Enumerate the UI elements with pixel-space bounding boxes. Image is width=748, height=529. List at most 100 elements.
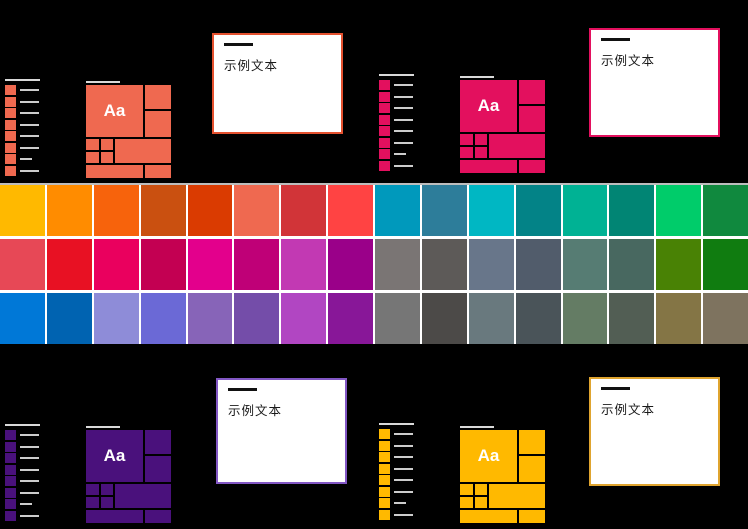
- list-item-swatch: [5, 85, 16, 95]
- accent-color-swatch[interactable]: [140, 293, 186, 344]
- accent-color-swatch[interactable]: [0, 293, 45, 344]
- accent-color-swatch[interactable]: [234, 239, 280, 290]
- list-item-swatch: [5, 441, 16, 452]
- tile-aa-label: Aa: [103, 446, 126, 465]
- accent-color-swatch[interactable]: [140, 239, 186, 290]
- list-header-line: [5, 424, 40, 426]
- window-sample-text: 示例文本: [601, 54, 656, 68]
- list-item-line: [20, 146, 39, 149]
- accent-color-swatch[interactable]: [515, 293, 561, 344]
- list-item-line: [394, 513, 413, 516]
- tile-large-aa: Aa: [460, 80, 517, 132]
- accent-color-swatch[interactable]: [468, 293, 514, 344]
- theme-list-preview[interactable]: [379, 423, 414, 521]
- accent-color-swatch[interactable]: [281, 239, 327, 290]
- accent-color-swatch[interactable]: [609, 293, 655, 344]
- list-item-line: [20, 135, 39, 137]
- list-item-swatch: [379, 498, 390, 508]
- theme-list-preview[interactable]: [379, 74, 414, 172]
- theme-list-preview[interactable]: [5, 424, 40, 522]
- list-item-line: [394, 456, 413, 458]
- accent-color-swatch[interactable]: [609, 239, 655, 290]
- list-item-line: [20, 112, 39, 114]
- tile-small-2: [475, 484, 487, 495]
- accent-color-swatch[interactable]: [375, 185, 420, 236]
- accent-color-swatch[interactable]: [93, 293, 139, 344]
- accent-color-swatch[interactable]: [562, 239, 608, 290]
- accent-color-swatch[interactable]: [562, 293, 608, 344]
- theme-tiles-preview[interactable]: Aa: [86, 81, 171, 178]
- theme-tiles-preview[interactable]: Aa: [86, 426, 171, 523]
- list-row: [379, 103, 414, 113]
- tiles-header-line: [460, 76, 494, 78]
- accent-color-swatch[interactable]: [187, 293, 233, 344]
- theme-window-preview[interactable]: 示例文本: [216, 378, 347, 484]
- list-row: [379, 452, 414, 462]
- accent-color-palette: [0, 183, 748, 344]
- accent-color-swatch[interactable]: [140, 185, 186, 236]
- list-row: [379, 149, 414, 159]
- accent-color-swatch[interactable]: [515, 239, 561, 290]
- accent-color-swatch[interactable]: [0, 185, 45, 236]
- accent-color-swatch[interactable]: [234, 293, 280, 344]
- list-item-swatch: [5, 154, 16, 164]
- list-item-swatch: [379, 486, 390, 497]
- tiles-grid: Aa: [460, 80, 545, 173]
- accent-color-swatch[interactable]: [281, 293, 327, 344]
- accent-color-swatch[interactable]: [468, 185, 514, 236]
- accent-color-swatch[interactable]: [328, 239, 373, 290]
- accent-color-swatch[interactable]: [234, 185, 280, 236]
- accent-color-swatch[interactable]: [515, 185, 561, 236]
- accent-color-swatch[interactable]: [375, 239, 420, 290]
- list-item-swatch: [379, 137, 390, 148]
- theme-window-preview[interactable]: 示例文本: [589, 377, 720, 486]
- list-item-line: [20, 480, 39, 482]
- theme-tiles-preview[interactable]: Aa: [460, 426, 545, 523]
- tile-right-top: [519, 80, 545, 104]
- list-item-line: [394, 118, 413, 121]
- accent-color-swatch[interactable]: [656, 239, 702, 290]
- list-item-swatch: [379, 103, 390, 113]
- accent-color-swatch[interactable]: [0, 239, 45, 290]
- accent-color-swatch[interactable]: [562, 185, 608, 236]
- list-header-line: [379, 423, 414, 425]
- list-item-line: [20, 434, 39, 436]
- list-item-line: [20, 445, 39, 448]
- accent-color-swatch[interactable]: [421, 239, 467, 290]
- list-item-line: [20, 89, 39, 91]
- accent-color-swatch[interactable]: [328, 293, 373, 344]
- list-item-swatch: [379, 160, 390, 171]
- theme-window-preview[interactable]: 示例文本: [212, 33, 343, 134]
- accent-color-swatch[interactable]: [656, 293, 702, 344]
- accent-color-swatch[interactable]: [328, 185, 373, 236]
- accent-color-swatch[interactable]: [375, 293, 420, 344]
- list-item-line: [394, 164, 413, 167]
- accent-color-swatch[interactable]: [421, 293, 467, 344]
- tiles-grid: Aa: [86, 430, 171, 523]
- tile-aa-label: Aa: [477, 96, 500, 115]
- accent-color-swatch[interactable]: [187, 239, 233, 290]
- accent-color-swatch[interactable]: [93, 185, 139, 236]
- accent-color-swatch[interactable]: [46, 293, 92, 344]
- accent-color-swatch[interactable]: [281, 185, 327, 236]
- theme-tiles-preview[interactable]: Aa: [460, 76, 545, 173]
- list-row: [379, 91, 414, 102]
- accent-color-swatch[interactable]: [703, 293, 748, 344]
- theme-list-preview[interactable]: [5, 79, 40, 177]
- accent-color-swatch[interactable]: [46, 239, 92, 290]
- theme-window-preview[interactable]: 示例文本: [589, 28, 720, 137]
- accent-color-swatch[interactable]: [187, 185, 233, 236]
- accent-color-swatch[interactable]: [703, 185, 748, 236]
- accent-color-swatch[interactable]: [468, 239, 514, 290]
- list-row: [5, 487, 40, 498]
- list-item-swatch: [379, 91, 390, 102]
- tile-small-4: [101, 152, 113, 163]
- accent-color-swatch[interactable]: [609, 185, 655, 236]
- accent-color-swatch[interactable]: [421, 185, 467, 236]
- accent-color-swatch[interactable]: [93, 239, 139, 290]
- accent-color-swatch[interactable]: [656, 185, 702, 236]
- accent-color-swatch[interactable]: [703, 239, 748, 290]
- list-item-line: [394, 95, 413, 98]
- accent-color-swatch[interactable]: [46, 185, 92, 236]
